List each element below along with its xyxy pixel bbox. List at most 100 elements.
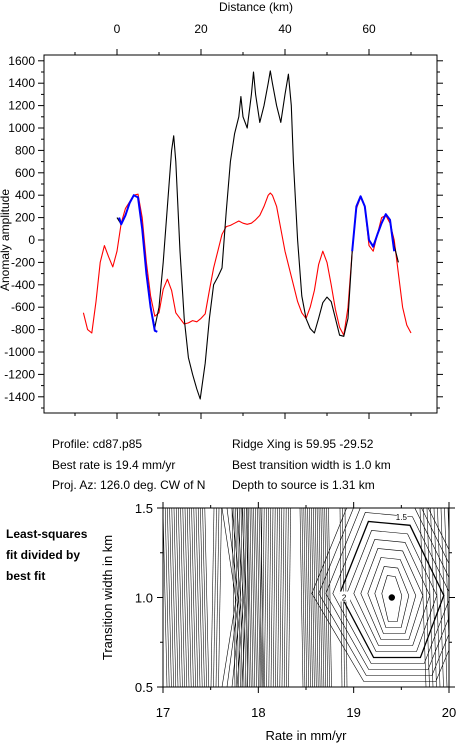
x-tick-label: 40 [278, 22, 292, 36]
contour-line [311, 508, 449, 682]
y-tick-label: 1400 [8, 76, 35, 90]
contour-line [226, 508, 239, 687]
contour-line [277, 508, 280, 687]
contour-line [426, 508, 434, 687]
y-axis-title: Transition width in km [100, 535, 115, 660]
y-tick-label: -1000 [4, 345, 35, 359]
contour-line [171, 508, 177, 687]
x-tick-label: 17 [156, 705, 170, 720]
contour-line [260, 508, 265, 687]
contour-line [169, 508, 174, 687]
contour-line [303, 508, 308, 687]
contour-line [272, 508, 276, 687]
contour-line [286, 508, 289, 687]
contour-line [316, 508, 321, 687]
best-fit-marker [388, 594, 395, 601]
x-tick-label: 0 [114, 22, 121, 36]
contour-line [444, 508, 449, 651]
contour-line [346, 530, 438, 652]
contour-line [433, 508, 441, 687]
x-tick-label: 60 [362, 22, 376, 36]
contour-line [255, 508, 259, 687]
contour-line [259, 508, 263, 687]
contour-line [182, 508, 188, 687]
contour-line [210, 508, 215, 687]
contour-line [266, 508, 269, 687]
contour-line [322, 508, 327, 687]
contour-line [193, 508, 199, 687]
contour-line [175, 508, 181, 687]
y-tick-label: 1.5 [135, 501, 153, 516]
y-tick-label: 1600 [8, 54, 35, 68]
contour-line [202, 508, 207, 687]
plot-frame [43, 54, 438, 414]
contour-line [197, 508, 203, 687]
y-tick-label: -1200 [4, 367, 35, 381]
contour-line [195, 508, 201, 687]
proj-az-label: Proj. Az: 126.0 deg. CW of N [52, 478, 206, 492]
x-axis-title: Rate in mm/yr [266, 728, 348, 743]
y-tick-label: 600 [15, 166, 35, 180]
y-tick-label: -600 [11, 300, 35, 314]
contour-label-bg [396, 510, 408, 521]
y-tick-label: 1.0 [135, 591, 153, 606]
contour-line [299, 508, 304, 687]
contour-line [314, 508, 319, 687]
contour-line [200, 508, 205, 687]
contour-line [279, 508, 283, 687]
contour-line [360, 548, 424, 640]
y-tick-label: -800 [11, 323, 35, 337]
contour-line [318, 508, 449, 676]
contour-line [353, 539, 431, 646]
contour-line [241, 508, 247, 687]
contour-label: 1.5 [396, 513, 408, 522]
x-tick-label: 20 [194, 22, 208, 36]
contour-line [167, 508, 172, 687]
x-tick-label: 19 [346, 705, 360, 720]
contour-line [320, 508, 325, 687]
contour-line [246, 508, 250, 687]
y-tick-label: 200 [15, 211, 35, 225]
contour-line [249, 508, 254, 687]
contour-line [283, 508, 287, 687]
series-line [82, 192, 412, 336]
profile-label: Profile: cd87.p85 [52, 437, 143, 451]
contour-line [311, 508, 315, 687]
y-tick-label: 1200 [8, 99, 35, 113]
contour-line [307, 508, 311, 687]
ridge-xing-label: Ridge Xing is 59.95 -29.52 [232, 437, 374, 451]
contour-line [419, 508, 427, 687]
depth-label: Depth to source is 1.31 km [232, 478, 375, 492]
contour-line [318, 508, 323, 687]
y-axis-title: Anomaly amplitude [0, 189, 12, 291]
contour-line [184, 508, 190, 687]
side-caption-line: fit divided by [6, 548, 81, 562]
contour-line [186, 508, 192, 687]
contour-line [221, 508, 237, 687]
contour-line [325, 508, 449, 670]
x-tick-label: 20 [442, 705, 456, 720]
contour-label: 2 [342, 594, 347, 603]
x-tick-label: 18 [251, 705, 265, 720]
contour-line [218, 508, 222, 687]
contour-line [328, 508, 332, 687]
contour-line [367, 557, 417, 634]
contour-line [213, 508, 217, 687]
contour-line [430, 508, 437, 687]
y-tick-label: 0 [28, 233, 35, 247]
contour-line [246, 508, 249, 687]
x-axis-title: Distance (km) [219, 0, 293, 14]
contour-label-bg [339, 591, 351, 602]
contour-line [204, 508, 210, 687]
y-tick-label: 400 [15, 188, 35, 202]
contour-line [233, 508, 238, 687]
contour-line [231, 508, 236, 687]
best-rate-label: Best rate is 19.4 mm/yr [52, 458, 176, 472]
y-tick-label: -1400 [4, 390, 35, 404]
contour-line [264, 508, 267, 687]
contour-line [423, 508, 430, 687]
y-tick-label: -200 [11, 255, 35, 269]
contour-line [324, 508, 328, 687]
contour-line [332, 512, 449, 664]
